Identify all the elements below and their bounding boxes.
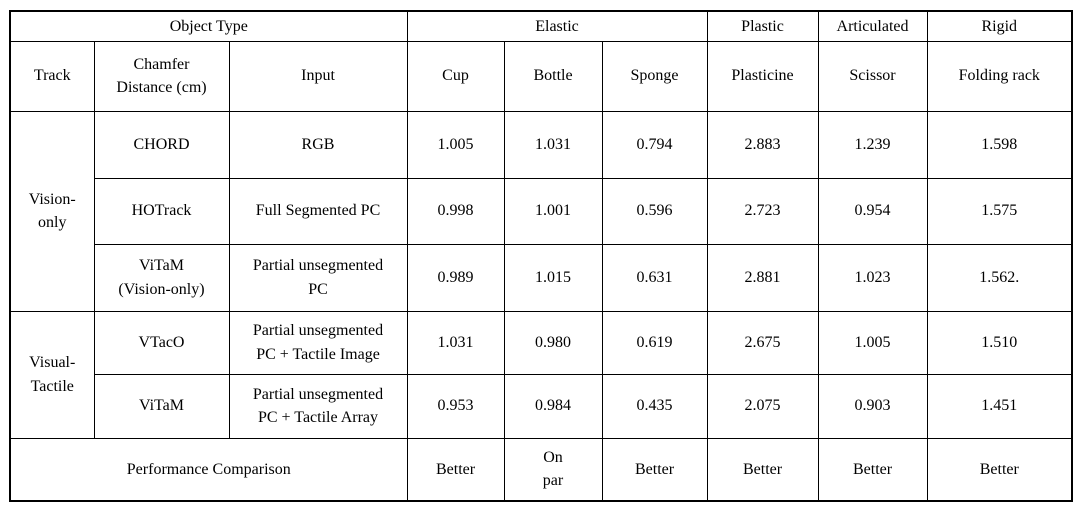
comparison-cell: Better [601, 437, 708, 502]
method-vitam-vision-only: ViTaM (Vision-only) [93, 243, 230, 312]
comparison-cell: Better [706, 437, 819, 502]
value-cell: 1.598 [926, 110, 1073, 179]
value-cell: 0.631 [601, 243, 708, 312]
value-cell: 0.989 [406, 243, 505, 312]
comparison-cell: Better [406, 437, 505, 502]
table-row-vitam-vision-only: ViTaM (Vision-only) Partial unsegmented … [10, 243, 1073, 312]
col-header-sponge: Sponge [601, 40, 708, 112]
value-cell: 2.881 [706, 243, 819, 312]
col-header-plasticine: Plasticine [706, 40, 819, 112]
header-row-columns: Track Chamfer Distance (cm) Input Cup Bo… [9, 40, 1073, 112]
value-cell: 2.883 [706, 110, 819, 179]
comparison-cell: On par [503, 437, 603, 502]
value-cell: 1.031 [503, 110, 603, 179]
method-hotrack: HOTrack [93, 177, 230, 245]
value-cell: 0.619 [601, 310, 708, 375]
header-row-object-type: Object Type Elastic Plastic Articulated … [9, 10, 1073, 42]
value-cell: 1.031 [406, 310, 505, 375]
input-hotrack: Full Segmented PC [228, 177, 408, 245]
value-cell: 0.998 [406, 177, 505, 245]
header-articulated: Articulated [817, 10, 928, 42]
table-row-vitam: ViTaM Partial unsegmented PC + Tactile A… [10, 373, 1073, 439]
value-cell: 0.954 [817, 177, 928, 245]
header-rigid: Rigid [926, 10, 1073, 42]
header-plastic: Plastic [706, 10, 819, 42]
value-cell: 0.435 [601, 373, 708, 439]
value-cell: 1.001 [503, 177, 603, 245]
group-label-vision-only: Vision- only [9, 110, 95, 312]
value-cell: 1.451 [926, 373, 1073, 439]
col-header-track: Track [9, 40, 95, 112]
input-vitam: Partial unsegmented PC + Tactile Array [228, 373, 408, 439]
comparison-cell: Better [817, 437, 928, 502]
table-row-performance-comparison: Performance Comparison Better On par Bet… [9, 437, 1073, 502]
method-chord: CHORD [93, 110, 230, 179]
value-cell: 2.723 [706, 177, 819, 245]
value-cell: 1.575 [926, 177, 1073, 245]
col-header-input: Input [228, 40, 408, 112]
table-row-hotrack: HOTrack Full Segmented PC 0.998 1.001 0.… [10, 177, 1073, 245]
performance-comparison-label: Performance Comparison [9, 437, 408, 502]
method-vtaco: VTacO [93, 310, 230, 375]
value-cell: 1.023 [817, 243, 928, 312]
value-cell: 1.015 [503, 243, 603, 312]
value-cell: 1.562. [926, 243, 1073, 312]
input-chord: RGB [228, 110, 408, 179]
value-cell: 0.596 [601, 177, 708, 245]
value-cell: 1.510 [926, 310, 1073, 375]
table-row-vtaco: Visual- Tactile VTacO Partial unsegmente… [9, 310, 1073, 439]
value-cell: 1.005 [406, 110, 505, 179]
value-cell: 0.794 [601, 110, 708, 179]
results-table: Object Type Elastic Plastic Articulated … [9, 10, 1074, 502]
input-vtaco: Partial unsegmented PC + Tactile Image [228, 310, 408, 375]
value-cell: 1.005 [817, 310, 928, 375]
method-vitam: ViTaM [93, 373, 230, 439]
col-header-bottle: Bottle [503, 40, 603, 112]
value-cell: 2.675 [706, 310, 819, 375]
group-label-visual-tactile: Visual- Tactile [9, 310, 95, 439]
col-header-cup: Cup [406, 40, 505, 112]
input-vitam-vision-only: Partial unsegmented PC [228, 243, 408, 312]
col-header-folding-rack: Folding rack [926, 40, 1073, 112]
col-header-scissor: Scissor [817, 40, 928, 112]
value-cell: 1.239 [817, 110, 928, 179]
value-cell: 0.984 [503, 373, 603, 439]
header-elastic: Elastic [406, 10, 708, 42]
col-header-chamfer-distance: Chamfer Distance (cm) [93, 40, 230, 112]
comparison-cell: Better [926, 437, 1073, 502]
table-row-chord: Vision- only CHORD RGB 1.005 1.031 0.794… [9, 110, 1073, 312]
header-object-type: Object Type [9, 10, 408, 42]
value-cell: 0.953 [406, 373, 505, 439]
value-cell: 0.903 [817, 373, 928, 439]
value-cell: 0.980 [503, 310, 603, 375]
value-cell: 2.075 [706, 373, 819, 439]
